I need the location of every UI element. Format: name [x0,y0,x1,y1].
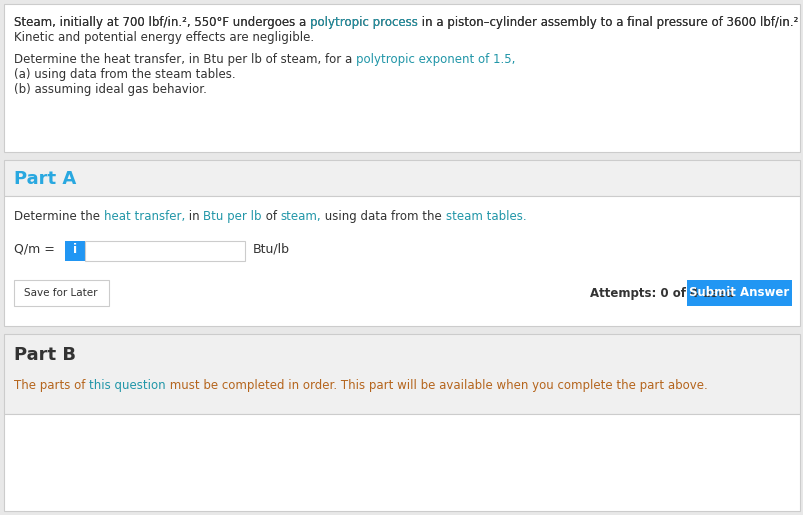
Text: using data from the: using data from the [321,210,445,223]
FancyBboxPatch shape [65,241,85,261]
FancyBboxPatch shape [4,414,799,511]
Text: Btu per lb: Btu per lb [203,210,262,223]
Text: (b) assuming ideal gas behavior.: (b) assuming ideal gas behavior. [14,83,206,96]
Text: Part A: Part A [14,170,76,188]
FancyBboxPatch shape [4,196,799,326]
Text: steam tables.: steam tables. [445,210,526,223]
Text: Steam, initially at 700 lbf/in.², 550°F undergoes a: Steam, initially at 700 lbf/in.², 550°F … [14,16,310,29]
Text: Q/m =: Q/m = [14,242,55,255]
Text: Save for Later: Save for Later [24,288,98,298]
Text: Determine the heat transfer, in Btu per lb of steam, for a: Determine the heat transfer, in Btu per … [14,53,356,66]
Text: Attempts: 0 of 4 used: Attempts: 0 of 4 used [589,286,733,300]
Text: polytropic process: polytropic process [310,16,418,29]
FancyBboxPatch shape [4,4,799,152]
FancyBboxPatch shape [14,280,109,306]
Text: of: of [262,210,280,223]
Text: must be completed in order. This part will be available when you complete the pa: must be completed in order. This part wi… [165,379,707,392]
Text: Part B: Part B [14,346,76,364]
Text: The parts of: The parts of [14,379,89,392]
Text: Determine the: Determine the [14,210,104,223]
Text: i: i [73,243,77,256]
Text: heat transfer,: heat transfer, [104,210,185,223]
FancyBboxPatch shape [85,241,245,261]
FancyBboxPatch shape [4,334,799,414]
Text: (a) using data from the steam tables.: (a) using data from the steam tables. [14,68,235,81]
Text: polytropic exponent of 1.5,: polytropic exponent of 1.5, [356,53,515,66]
Text: in: in [185,210,203,223]
FancyBboxPatch shape [4,160,799,196]
Text: Kinetic and potential energy effects are negligible.: Kinetic and potential energy effects are… [14,31,314,44]
FancyBboxPatch shape [686,280,791,306]
Text: Btu/lb: Btu/lb [253,242,290,255]
Text: in a piston–cylinder assembly to a final pressure of 3600 lbf/in.²: in a piston–cylinder assembly to a final… [418,16,797,29]
Text: Submit Answer: Submit Answer [688,286,789,300]
Text: steam,: steam, [280,210,321,223]
Text: this question: this question [89,379,165,392]
Text: Steam, initially at 700 lbf/in.², 550°F undergoes a polytropic process in a pist: Steam, initially at 700 lbf/in.², 550°F … [14,16,797,29]
